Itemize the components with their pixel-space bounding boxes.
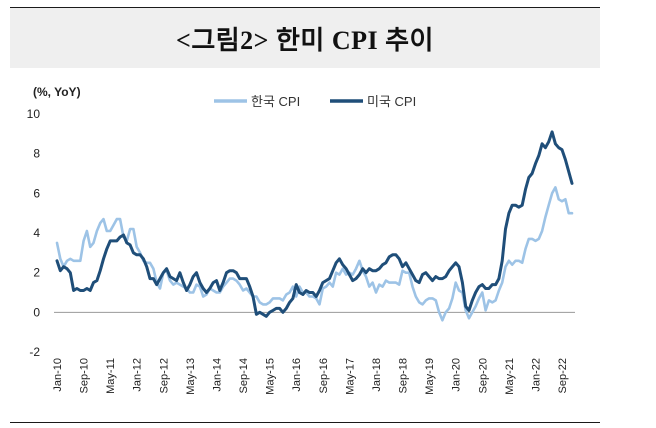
x-tick-label: Jan-18 <box>371 358 383 392</box>
us-cpi-line <box>55 130 574 318</box>
x-tick-label: May-15 <box>265 358 277 395</box>
x-tick-label: Jan-20 <box>451 358 463 392</box>
x-tick-label: Jan-10 <box>52 358 64 392</box>
legend-label-korea: 한국 CPI <box>251 94 300 109</box>
x-tick-label: Sep-16 <box>318 358 330 393</box>
x-tick-label: Sep-18 <box>398 358 410 393</box>
x-tick-label: Sep-20 <box>477 358 489 393</box>
x-tick-label: May-11 <box>105 358 117 394</box>
x-tick-label: Sep-14 <box>238 358 250 393</box>
bottom-rule <box>10 422 600 423</box>
x-tick-label: Jan-22 <box>530 358 542 392</box>
x-tick-label: May-21 <box>504 358 516 395</box>
y-axis-unit-label: (%, YoY) <box>33 85 81 99</box>
legend-label-us: 미국 CPI <box>367 94 416 109</box>
y-tick-label: 4 <box>33 226 40 240</box>
y-tick-label: 10 <box>27 107 41 121</box>
x-tick-label: Jan-12 <box>132 358 144 392</box>
x-tick-label: May-13 <box>185 358 197 395</box>
y-tick-label: -2 <box>29 345 40 359</box>
y-tick-label: 6 <box>33 186 40 200</box>
x-tick-label: Sep-12 <box>158 358 170 393</box>
x-tick-label: May-19 <box>424 358 436 395</box>
x-tick-label: Sep-10 <box>79 358 91 393</box>
y-tick-label: 8 <box>33 147 40 161</box>
y-tick-label: 2 <box>33 266 40 280</box>
x-tick-label: Sep-22 <box>557 358 569 393</box>
figure-title: <그림2> 한미 CPI 추이 <box>176 25 434 55</box>
top-rule <box>10 7 600 8</box>
x-tick-label: Jan-16 <box>291 358 303 392</box>
y-tick-label: 0 <box>33 305 40 319</box>
x-axis: Jan-10 Sep-10 May-11 Jan-12 Sep-12 May-13 Jan-… <box>52 311 575 395</box>
series-layer <box>55 130 574 322</box>
y-axis: (%, YoY) -2 0 2 4 6 8 10 <box>27 85 81 359</box>
x-tick-label: Jan-14 <box>211 358 223 392</box>
x-tick-label: May-17 <box>344 358 356 395</box>
title-band: <그림2> 한미 CPI 추이 <box>10 8 600 68</box>
legend: 한국 CPI 미국 CPI <box>214 94 416 109</box>
